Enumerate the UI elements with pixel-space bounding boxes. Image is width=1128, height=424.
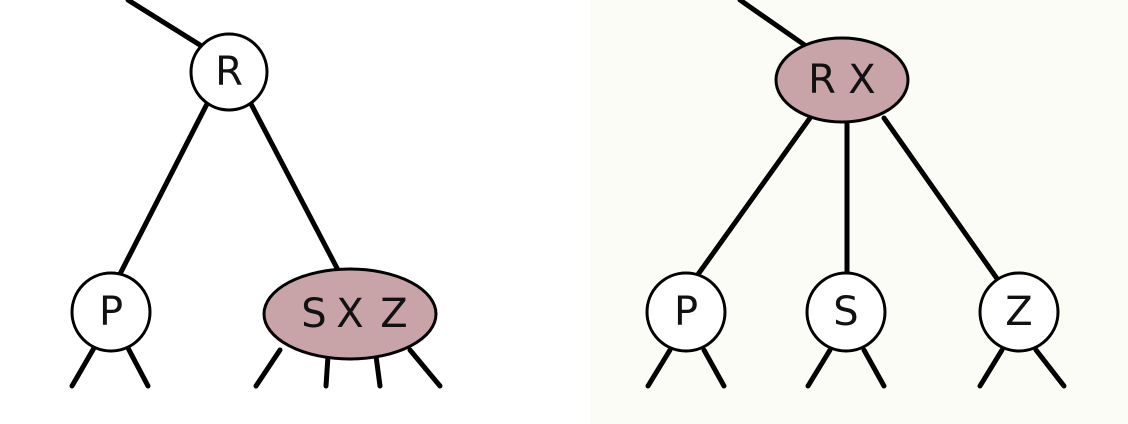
right-tree: R X P S Z xyxy=(645,0,1067,389)
right-s-subtree-stub-right xyxy=(861,347,887,389)
right-node-z: Z xyxy=(978,271,1060,353)
right-edge-rx-to-z xyxy=(881,115,1001,283)
left-node-p-label: P xyxy=(99,289,123,335)
right-node-z-label: Z xyxy=(1005,289,1032,335)
left-p-subtree-stub-left xyxy=(69,345,97,389)
right-node-s: S xyxy=(805,271,887,353)
left-node-p: P xyxy=(70,271,152,353)
left-sxz-subtree-stub-1 xyxy=(253,347,283,389)
right-node-rx-key-r: R xyxy=(808,57,836,103)
left-node-sxz-key-z: Z xyxy=(380,291,407,337)
right-node-p: P xyxy=(645,271,727,353)
left-p-subtree-stub-right xyxy=(125,345,151,389)
right-edge-rx-to-p xyxy=(691,115,813,283)
right-node-s-label: S xyxy=(833,289,858,335)
right-p-subtree-stub-right xyxy=(701,347,727,389)
left-edge-r-to-sxz xyxy=(247,99,341,273)
right-z-subtree-stub-left xyxy=(977,347,1005,389)
right-node-rx-key-x: X xyxy=(848,57,875,103)
left-panel-background xyxy=(0,0,590,424)
right-node-p-label: P xyxy=(674,289,698,335)
left-sxz-subtree-stub-4 xyxy=(407,347,443,389)
left-sxz-subtree-stub-3 xyxy=(373,353,383,389)
right-s-subtree-stub-left xyxy=(805,347,833,389)
left-parent-edge xyxy=(125,0,203,48)
right-z-subtree-stub-right xyxy=(1033,347,1067,389)
right-parent-edge xyxy=(737,0,809,49)
right-p-subtree-stub-left xyxy=(645,347,673,389)
left-node-r: R xyxy=(189,32,269,112)
left-node-sxz-key-x: X xyxy=(336,291,363,337)
left-node-sxz-key-s: S xyxy=(301,291,326,337)
left-node-r-label: R xyxy=(215,49,243,95)
left-edge-r-to-p xyxy=(117,99,211,277)
left-tree: R P S X Z xyxy=(69,0,443,389)
left-sxz-subtree-stub-2 xyxy=(323,353,331,389)
right-node-rx: R X xyxy=(774,36,910,124)
left-node-sxz: S X Z xyxy=(262,267,438,361)
